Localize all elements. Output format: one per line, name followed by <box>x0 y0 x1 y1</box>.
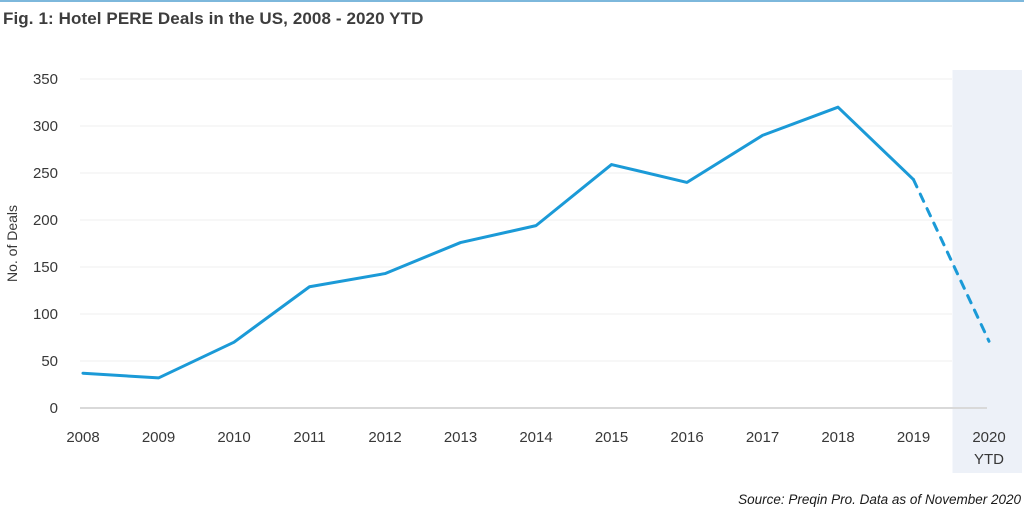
x-tick-label: 2013 <box>444 429 477 446</box>
x-tick-label: 2012 <box>368 429 401 446</box>
x-tick-label: 2017 <box>746 429 779 446</box>
deals-line-dashed-2020-ytd <box>912 178 991 343</box>
y-tick-label: 350 <box>33 71 58 88</box>
highlight-band-2020-ytd <box>952 70 1022 473</box>
deals-line-solid <box>81 105 915 380</box>
x-tick-label: 2009 <box>142 429 175 446</box>
x-tick-label: 2016 <box>670 429 703 446</box>
x-tick-label: 2011 <box>293 429 325 446</box>
x-tick-label: 2010 <box>217 429 250 446</box>
source-note: Source: Preqin Pro. Data as of November … <box>738 492 1021 507</box>
top-accent-border <box>0 0 1024 2</box>
x-tick-label: 2019 <box>897 429 930 446</box>
x-tick-label: 2008 <box>66 429 99 446</box>
y-tick-label: 200 <box>33 212 58 229</box>
x-tick-label: 2014 <box>519 429 552 446</box>
y-tick-label: 300 <box>33 118 58 135</box>
chart-title: Fig. 1: Hotel PERE Deals in the US, 2008… <box>3 9 424 28</box>
x-tick-label: 2018 <box>821 429 854 446</box>
x-tick-label: 2015 <box>595 429 628 446</box>
x-tick-label: YTD <box>974 451 1004 468</box>
y-tick-label: 150 <box>33 259 58 276</box>
x-tick-label: 2020 <box>972 429 1005 446</box>
y-tick-label: 0 <box>50 400 58 417</box>
y-tick-label: 100 <box>33 306 58 323</box>
y-axis-title: No. of Deals <box>4 205 20 282</box>
y-tick-label: 250 <box>33 165 58 182</box>
y-tick-label: 50 <box>41 353 58 370</box>
